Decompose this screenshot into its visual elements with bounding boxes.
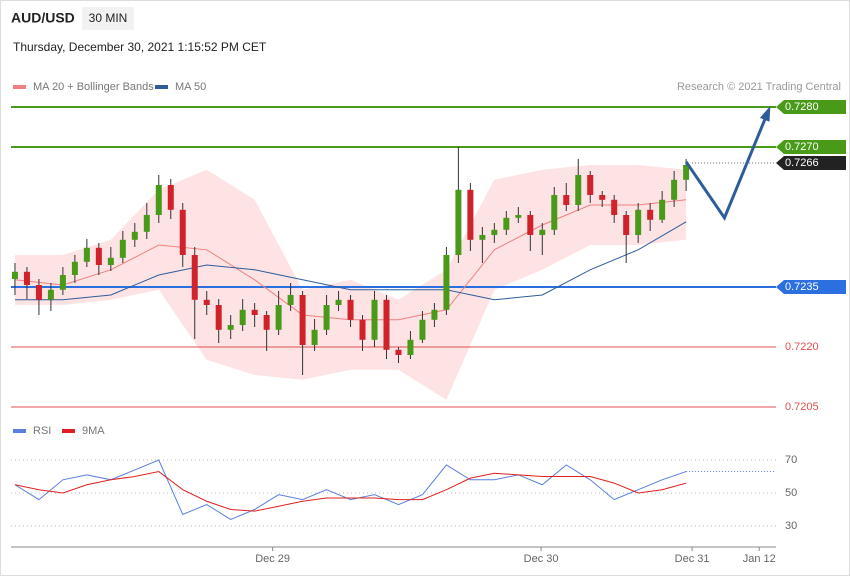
legend-swatch <box>13 85 26 89</box>
candle-body <box>335 299 342 305</box>
x-tick-label: Dec 31 <box>675 553 710 565</box>
price-label: 0.7270 <box>785 141 819 153</box>
candle-body <box>635 209 642 235</box>
candle-body <box>587 175 594 195</box>
candle-body <box>275 305 282 330</box>
candle-body <box>23 271 30 285</box>
candle-body <box>611 199 618 215</box>
x-tick-label: Jan 12 <box>743 553 776 565</box>
y-tick-label: 70 <box>785 454 797 466</box>
legend-label: MA 20 + Bollinger Bands <box>33 81 154 93</box>
candle-body <box>395 349 402 355</box>
y-tick-label: 50 <box>785 487 797 499</box>
candle-body <box>311 329 318 345</box>
ma-line <box>14 221 687 301</box>
candle-body <box>83 247 90 262</box>
price-label-box <box>776 156 846 170</box>
rsi-line <box>14 459 687 520</box>
candle-body <box>263 315 270 330</box>
candle-body <box>251 309 258 315</box>
candle-body <box>659 199 666 220</box>
chart-title: AUD/USD <box>11 10 75 26</box>
candle-body <box>11 271 18 279</box>
timeframe-box <box>82 7 134 30</box>
projection-arrowhead <box>759 106 771 122</box>
timeframe: 30 MIN <box>89 11 128 25</box>
price-label-box <box>776 280 846 294</box>
candle-body <box>59 275 66 290</box>
candle-body <box>563 195 570 205</box>
price-label: 0.7266 <box>785 157 819 169</box>
price-label: 0.7220 <box>785 341 819 353</box>
candle-body <box>35 285 42 300</box>
rsi-line <box>14 471 687 512</box>
candle-body <box>179 209 186 255</box>
credit: Research © 2021 Trading Central <box>677 81 841 93</box>
candle-body <box>419 319 426 340</box>
candle-body <box>455 189 462 255</box>
candle-body <box>287 295 294 305</box>
legend-label: 9MA <box>82 425 105 437</box>
candle-body <box>215 305 222 330</box>
candle-body <box>167 185 174 210</box>
price-label-box <box>776 140 846 154</box>
candle-body <box>431 309 438 320</box>
candle-body <box>191 255 198 300</box>
legend-swatch <box>62 429 75 433</box>
price-label: 0.7205 <box>785 401 819 413</box>
candle-body <box>155 185 162 215</box>
candle-body <box>71 261 78 275</box>
candle-body <box>623 215 630 235</box>
candle-body <box>527 215 534 235</box>
candle-body <box>359 319 366 340</box>
candle-body <box>515 215 522 218</box>
candle-body <box>131 231 138 240</box>
candle-body <box>599 195 606 200</box>
candle-body <box>575 175 582 205</box>
candle-body <box>143 215 150 232</box>
candle-body <box>467 189 474 240</box>
candle-body <box>347 299 354 320</box>
price-label-box <box>776 100 846 114</box>
x-tick-label: Dec 30 <box>524 553 559 565</box>
candle-body <box>491 229 498 235</box>
subtitle: Thursday, December 30, 2021 1:15:52 PM C… <box>13 40 267 54</box>
candle-body <box>107 257 114 265</box>
candle-body <box>647 209 654 220</box>
candle-body <box>119 239 126 258</box>
candle-body <box>95 247 102 265</box>
candle-body <box>503 217 510 230</box>
candle-body <box>239 309 246 325</box>
candle-body <box>671 179 678 200</box>
candle-body <box>479 235 486 240</box>
candle-body <box>227 325 234 330</box>
y-tick-label: 30 <box>785 520 797 532</box>
candle-body <box>443 255 450 310</box>
candle-body <box>323 305 330 330</box>
candle-body <box>47 289 54 300</box>
candle-body <box>683 165 690 180</box>
legend-label: MA 50 <box>175 81 206 93</box>
candle-body <box>383 299 390 350</box>
legend-label: RSI <box>33 425 51 437</box>
legend-swatch <box>155 85 168 89</box>
legend-swatch <box>13 429 26 433</box>
candle-body <box>203 299 210 305</box>
x-tick-label: Dec 29 <box>255 553 290 565</box>
price-label: 0.7235 <box>785 281 819 293</box>
candle-body <box>539 229 546 235</box>
candle-body <box>407 339 414 355</box>
price-label: 0.7280 <box>785 101 819 113</box>
candle-body <box>371 299 378 340</box>
candle-body <box>551 195 558 230</box>
candle-body <box>299 295 306 345</box>
projection <box>684 109 771 221</box>
